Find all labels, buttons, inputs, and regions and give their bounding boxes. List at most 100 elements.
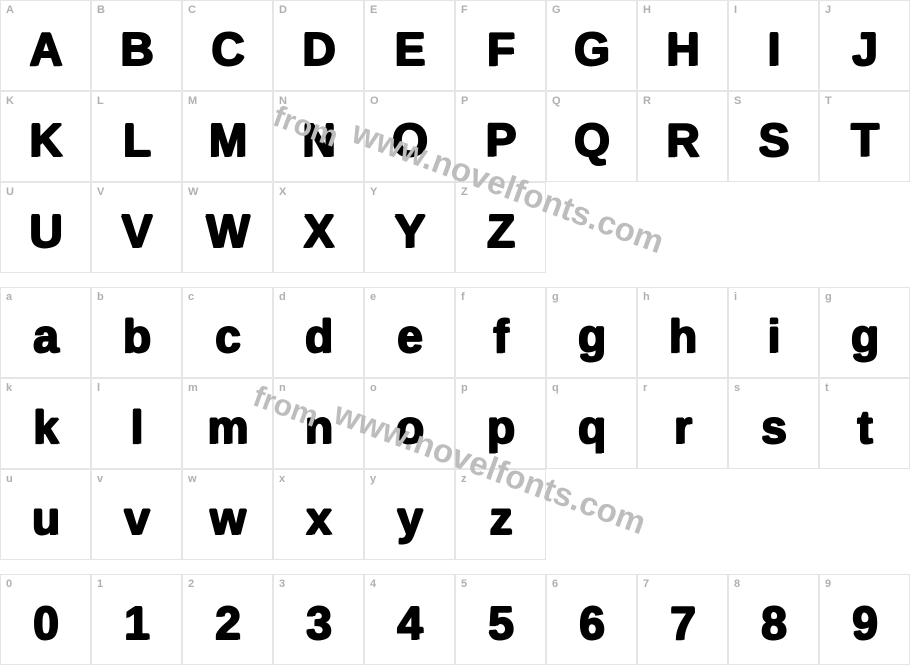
cell-label: 1 xyxy=(97,578,103,590)
cell-glyph: T xyxy=(851,112,878,166)
glyph-cell: SS xyxy=(728,91,819,182)
glyph-cell: ii xyxy=(728,287,819,378)
glyph-cell: ss xyxy=(728,378,819,469)
glyph-cell: oo xyxy=(364,378,455,469)
glyph-cell: VV xyxy=(91,182,182,273)
cell-label: 4 xyxy=(370,578,376,590)
cell-label: C xyxy=(188,4,196,16)
glyph-cell: 66 xyxy=(546,574,637,665)
glyph-cell: YY xyxy=(364,182,455,273)
cell-label: 0 xyxy=(6,578,12,590)
cell-label: Q xyxy=(552,95,561,107)
cell-label: i xyxy=(734,291,737,303)
cell-label: 9 xyxy=(825,578,831,590)
cell-label: y xyxy=(370,473,376,485)
glyph-cell: uu xyxy=(0,469,91,560)
glyph-cell: hh xyxy=(637,287,728,378)
cell-glyph: Q xyxy=(574,112,609,166)
glyph-cell: vv xyxy=(91,469,182,560)
glyph-cell: TT xyxy=(819,91,910,182)
cell-label: I xyxy=(734,4,737,16)
cell-glyph: A xyxy=(29,21,61,75)
cell-glyph: s xyxy=(761,399,786,453)
cell-glyph: g xyxy=(578,308,605,362)
cell-glyph: 5 xyxy=(488,595,513,649)
cell-label: W xyxy=(188,186,198,198)
cell-label: 7 xyxy=(643,578,649,590)
glyph-cell: mm xyxy=(182,378,273,469)
cell-label: T xyxy=(825,95,832,107)
cell-glyph: 2 xyxy=(215,595,240,649)
cell-label: g xyxy=(825,291,832,303)
glyph-row: 00112233445566778899 xyxy=(0,574,911,665)
cell-glyph: c xyxy=(215,308,240,362)
cell-label: H xyxy=(643,4,651,16)
glyph-cell: cc xyxy=(182,287,273,378)
cell-glyph: 4 xyxy=(397,595,422,649)
glyph-cell: nn xyxy=(273,378,364,469)
glyph-cell: KK xyxy=(0,91,91,182)
glyph-cell: 88 xyxy=(728,574,819,665)
cell-glyph: i xyxy=(768,308,780,362)
cell-glyph: 6 xyxy=(579,595,604,649)
cell-glyph: z xyxy=(490,490,512,544)
glyph-cell: RR xyxy=(637,91,728,182)
cell-label: 6 xyxy=(552,578,558,590)
cell-glyph: X xyxy=(304,203,334,257)
glyph-cell: II xyxy=(728,0,819,91)
cell-label: 8 xyxy=(734,578,740,590)
glyph-row: kkllmmnnooppqqrrsstt xyxy=(0,378,911,469)
glyph-cell: qq xyxy=(546,378,637,469)
cell-label: g xyxy=(552,291,559,303)
cell-glyph: n xyxy=(305,399,332,453)
cell-glyph: M xyxy=(209,112,246,166)
glyph-row: aabbccddeeffgghhiigg xyxy=(0,287,911,378)
glyph-cell: pp xyxy=(455,378,546,469)
cell-glyph: R xyxy=(666,112,698,166)
glyph-cell: CC xyxy=(182,0,273,91)
cell-glyph: P xyxy=(486,112,516,166)
cell-glyph: K xyxy=(29,112,61,166)
cell-glyph: L xyxy=(123,112,150,166)
glyph-cell: tt xyxy=(819,378,910,469)
glyph-cell: AA xyxy=(0,0,91,91)
cell-glyph: a xyxy=(33,308,58,362)
cell-glyph: F xyxy=(487,21,514,75)
cell-label: s xyxy=(734,382,740,394)
cell-glyph: y xyxy=(397,490,422,544)
cell-glyph: Z xyxy=(487,203,514,257)
cell-glyph: g xyxy=(851,308,878,362)
cell-label: p xyxy=(461,382,468,394)
cell-label: 3 xyxy=(279,578,285,590)
cell-label: h xyxy=(643,291,650,303)
cell-label: w xyxy=(188,473,197,485)
cell-glyph: J xyxy=(852,21,877,75)
cell-glyph: D xyxy=(302,21,334,75)
cell-glyph: 0 xyxy=(33,595,58,649)
glyph-cell: 33 xyxy=(273,574,364,665)
glyph-cell: kk xyxy=(0,378,91,469)
glyph-cell: 77 xyxy=(637,574,728,665)
cell-glyph: v xyxy=(124,490,149,544)
cell-label: V xyxy=(97,186,104,198)
cell-label: X xyxy=(279,186,286,198)
glyph-cell: ff xyxy=(455,287,546,378)
cell-glyph: V xyxy=(122,203,152,257)
cell-glyph: C xyxy=(211,21,243,75)
cell-label: e xyxy=(370,291,376,303)
glyph-cell: 22 xyxy=(182,574,273,665)
glyph-cell: gg xyxy=(819,287,910,378)
cell-label: F xyxy=(461,4,468,16)
cell-label: a xyxy=(6,291,12,303)
glyph-cell: OO xyxy=(364,91,455,182)
cell-label: D xyxy=(279,4,287,16)
cell-glyph: u xyxy=(32,490,59,544)
glyph-cell: rr xyxy=(637,378,728,469)
cell-label: k xyxy=(6,382,12,394)
cell-label: E xyxy=(370,4,377,16)
cell-label: r xyxy=(643,382,647,394)
glyph-row: uuvvwwxxyyzz xyxy=(0,469,911,560)
glyph-row: UUVVWWXXYYZZ xyxy=(0,182,911,273)
cell-glyph: q xyxy=(578,399,605,453)
cell-label: z xyxy=(461,473,467,485)
